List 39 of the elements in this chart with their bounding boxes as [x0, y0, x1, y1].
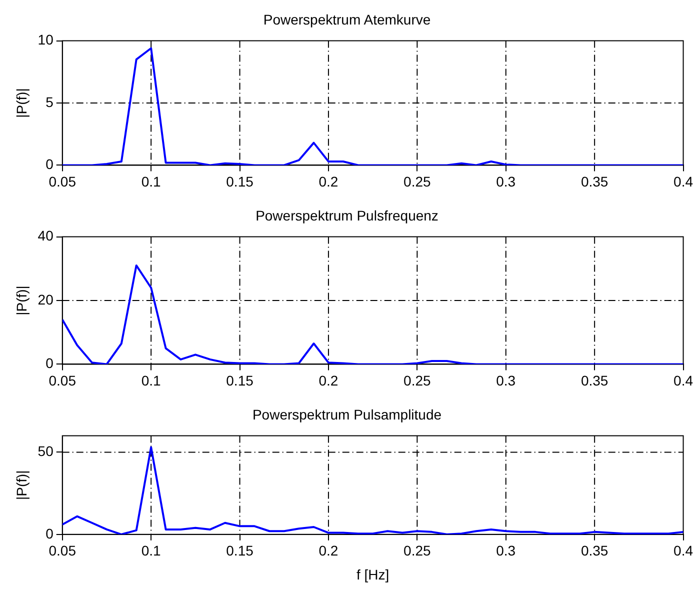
chart-title: Powerspektrum Atemkurve [263, 11, 431, 28]
x-tick-label: 0.3 [496, 542, 516, 559]
x-tick-label: 0.05 [48, 372, 76, 388]
x-tick-label: 0.25 [404, 173, 432, 190]
x-tick-label: 0.35 [580, 173, 608, 190]
chart-title: Powerspektrum Pulsfrequenz [256, 207, 438, 224]
x-tick-label: 0.05 [48, 542, 76, 559]
x-tick-label: 0.15 [226, 542, 254, 559]
chart-title: Powerspektrum Pulsamplitude [252, 406, 442, 422]
y-axis-title: |P(f)| [13, 286, 30, 316]
x-tick-label: 0.4 [674, 372, 694, 388]
x-tick-label: 0.2 [318, 542, 338, 559]
x-tick-label: 0.25 [404, 372, 432, 388]
x-tick-label: 0.2 [318, 173, 338, 190]
y-tick-label: 0 [46, 156, 54, 172]
x-tick-label: 0.35 [580, 372, 608, 388]
y-tick-label: 5 [46, 94, 54, 110]
x-tick-label: 0.15 [226, 173, 254, 190]
y-tick-label: 0 [46, 355, 54, 372]
x-tick-label: 0.4 [674, 542, 694, 559]
x-tick-label: 0.25 [404, 542, 432, 559]
x-tick-label: 0.35 [580, 542, 608, 559]
x-tick-label: 0.1 [141, 173, 162, 190]
x-tick-label: 0.1 [141, 542, 162, 559]
x-tick-label: 0.05 [48, 173, 76, 190]
x-tick-label: 0.15 [226, 372, 254, 388]
y-tick-label: 0 [46, 525, 54, 542]
x-tick-label: 0.1 [141, 372, 162, 388]
x-tick-label: 0.4 [674, 173, 694, 190]
x-axis-title: f [Hz] [356, 566, 390, 582]
x-tick-label: 0.2 [318, 372, 338, 388]
y-axis-title: |P(f)| [13, 88, 30, 118]
y-tick-label: 20 [38, 291, 54, 308]
y-tick-label: 50 [38, 443, 54, 460]
y-tick-label: 40 [38, 228, 54, 244]
y-axis-title: |P(f)| [13, 470, 30, 500]
x-tick-label: 0.3 [496, 372, 516, 388]
x-tick-label: 0.3 [496, 173, 516, 190]
y-tick-label: 10 [38, 32, 54, 48]
